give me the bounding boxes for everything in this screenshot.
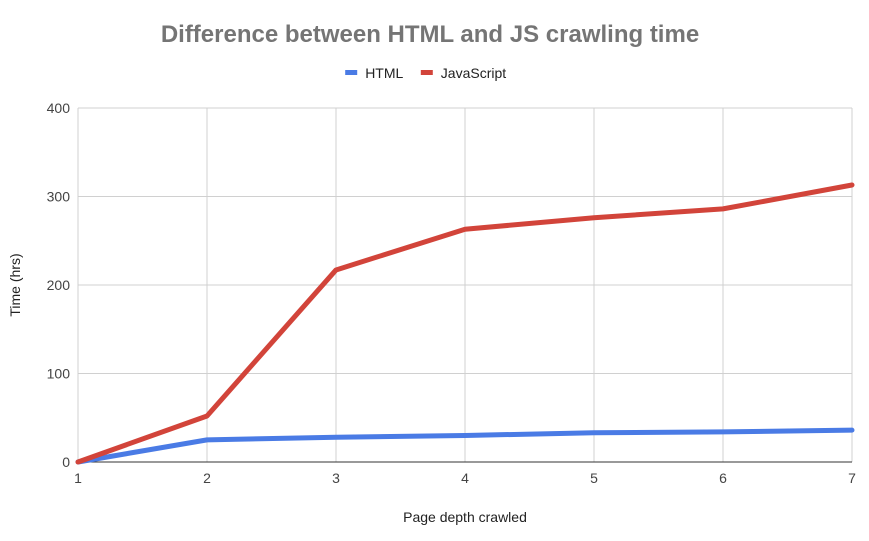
y-tick-label: 300 <box>47 189 71 205</box>
y-tick-label: 100 <box>47 366 71 382</box>
x-axis-ticks: 1 2 3 4 5 6 7 <box>74 470 856 486</box>
legend-swatch-html <box>345 70 358 75</box>
chart-title: Difference between HTML and JS crawling … <box>161 21 699 48</box>
x-tick-label: 5 <box>590 470 598 486</box>
x-tick-label: 3 <box>332 470 340 486</box>
y-tick-label: 400 <box>47 100 71 116</box>
x-tick-label: 1 <box>74 470 82 486</box>
y-tick-label: 0 <box>62 454 70 470</box>
x-axis-title: Page depth crawled <box>403 509 527 525</box>
chart-legend: HTML JavaScript <box>345 65 506 81</box>
x-tick-label: 4 <box>461 470 469 486</box>
legend-swatch-javascript <box>420 70 433 75</box>
y-axis-title: Time (hrs) <box>7 253 23 316</box>
x-tick-label: 6 <box>719 470 727 486</box>
y-axis-ticks: 0 100 200 300 400 <box>47 100 71 470</box>
legend-label-javascript: JavaScript <box>441 65 506 81</box>
x-tick-label: 7 <box>848 470 856 486</box>
series-line-html <box>75 427 855 465</box>
legend-label-html: HTML <box>365 65 403 81</box>
series-line-javascript <box>75 182 855 465</box>
chart-grid <box>77 107 853 463</box>
x-tick-label: 2 <box>203 470 211 486</box>
series-lines <box>75 182 855 465</box>
y-tick-label: 200 <box>47 277 71 293</box>
